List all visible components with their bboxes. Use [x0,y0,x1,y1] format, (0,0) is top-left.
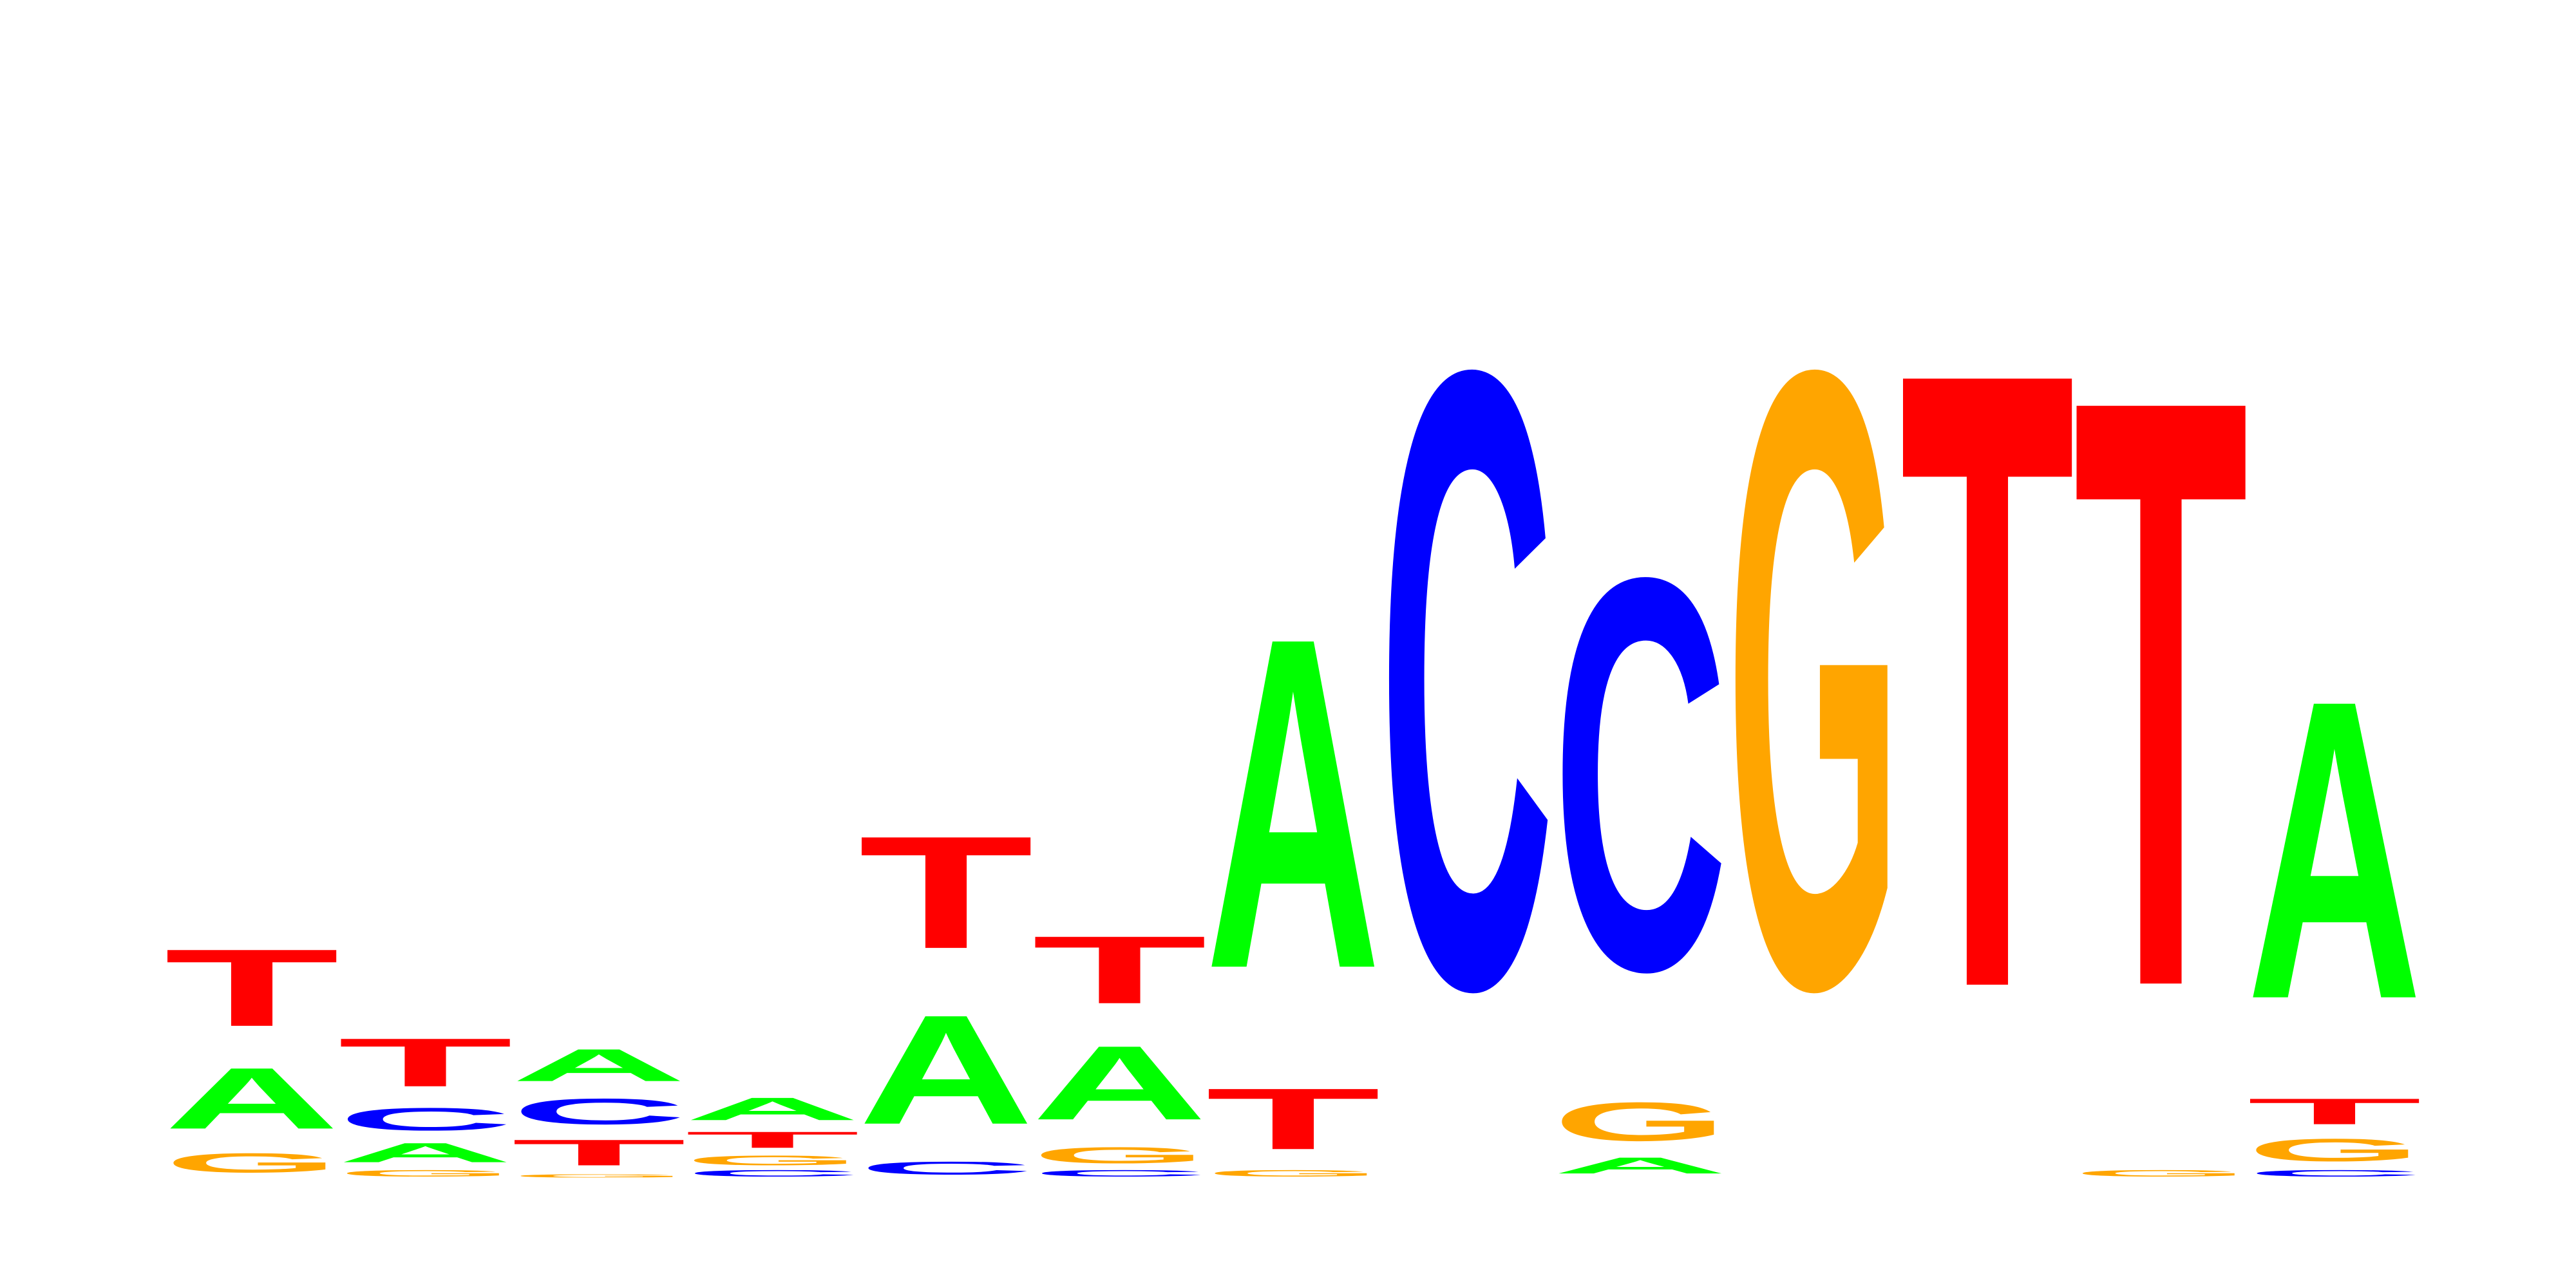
logo-letter-t-pos11: T [1900,187,2075,1172]
logo-letter-c-pos4: C [685,1168,860,1179]
logo-letter-a-pos7: A [1206,539,1381,1067]
logo-letter-a-pos5: A [858,983,1034,1157]
logo-letter-g-pos1: G [164,1148,339,1179]
logo-letter-g-pos10: G [1727,187,1902,1171]
logo-letter-t-pos7: T [1206,1070,1381,1168]
logo-letter-g-pos9: G [1553,1091,1728,1152]
logo-letter-a-pos1: A [164,1050,339,1147]
logo-letter-c-pos13: C [2247,1168,2422,1179]
logo-column-12: GT [2074,224,2249,1179]
logo-letter-a-pos4: A [685,1091,860,1127]
logo-letter-c-pos3: C [511,1091,687,1132]
logo-letter-t-pos2: T [338,1024,513,1101]
logo-letter-g-pos4: G [685,1153,860,1168]
logo-letter-t-pos5: T [858,803,1034,983]
logo-letter-t-pos6: T [1032,916,1208,1024]
logo-letter-a-pos9: A [1553,1153,1728,1179]
logo-column-1: GAT [164,927,339,1179]
logo-column-8: C [1379,187,1555,1171]
logo-column-9: AGC [1553,462,1728,1179]
logo-letter-c-pos2: C [338,1101,513,1137]
logo-letter-t-pos4: T [685,1127,860,1153]
logo-letter-t-pos3: T [511,1132,687,1173]
logo-letter-c-pos8: C [1379,187,1555,1171]
logo-letter-c-pos5: C [858,1158,1034,1179]
logo-letter-g-pos13: G [2247,1132,2422,1168]
logo-letter-g-pos7: G [1206,1168,1381,1179]
logo-letter-g-pos3: G [511,1173,687,1179]
logo-column-5: CAT [858,803,1034,1179]
logo-column-7: GTA [1206,539,1381,1179]
logo-letter-g-pos6: G [1032,1142,1208,1168]
logo-letter-g-pos12: G [2074,1168,2249,1179]
logo-column-11: T [1900,187,2075,1172]
logo-letter-t-pos13: T [2247,1091,2422,1132]
logo-letter-a-pos6: A [1032,1024,1208,1142]
logo-letter-t-pos1: T [164,927,339,1050]
logo-letter-c-pos6: C [1032,1168,1208,1179]
logo-column-10: G [1727,187,1902,1171]
logo-letter-a-pos2: A [338,1137,513,1168]
logo-letter-c-pos9: C [1553,462,1728,1087]
logo-letter-t-pos12: T [2074,224,2249,1162]
logo-letter-a-pos3: A [511,1040,687,1091]
logo-letter-g-pos2: G [338,1168,513,1179]
logo-letter-a-pos13: A [2247,612,2422,1088]
